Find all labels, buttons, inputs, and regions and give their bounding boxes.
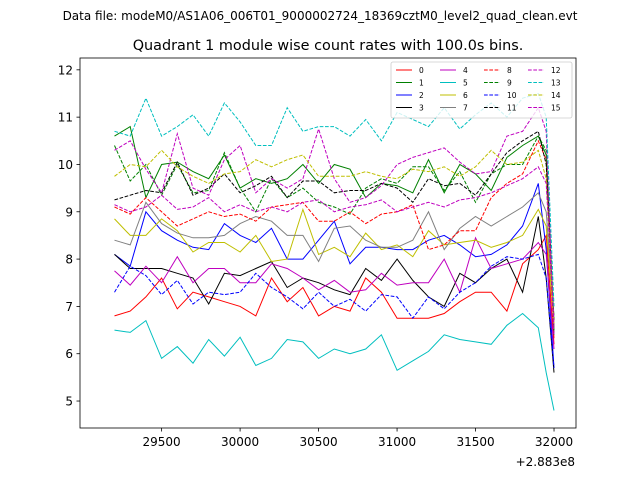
axes-frame	[79, 57, 577, 429]
y-tick-label: 9	[65, 205, 73, 219]
y-tick-label: 7	[65, 300, 73, 314]
series-line-6	[114, 207, 555, 326]
series-line-5	[114, 312, 555, 411]
series-line-0	[114, 233, 555, 345]
series-line-12	[114, 106, 555, 335]
legend-label-13: 13	[551, 79, 561, 88]
x-tick-label: 32000	[535, 435, 573, 449]
x-tick-label: 30000	[221, 435, 259, 449]
legend-box	[390, 61, 573, 119]
x-offset-label: +2.883e8	[516, 455, 575, 469]
y-tick-label: 8	[65, 253, 73, 267]
legend-label-6: 6	[463, 91, 468, 100]
series-line-1	[114, 125, 555, 331]
series-line-2	[114, 183, 555, 368]
legend-label-14: 14	[551, 91, 561, 100]
x-tick-label: 31500	[456, 435, 494, 449]
figure-suptitle: Data file: modeM0/AS1A06_006T01_90000027…	[63, 9, 578, 23]
y-axis: 5 6 7 8 9 10 11 12	[58, 63, 80, 409]
y-tick-label: 5	[65, 395, 73, 409]
legend-label-7: 7	[463, 104, 468, 113]
series-line-3	[114, 216, 555, 373]
series-line-14	[114, 149, 555, 326]
legend-label-4: 4	[463, 66, 468, 75]
series-line-9	[114, 135, 555, 335]
legend-label-5: 5	[463, 79, 468, 88]
legend-label-15: 15	[551, 104, 561, 113]
legend-label-8: 8	[507, 66, 512, 75]
chart-title: Quadrant 1 module wise count rates with …	[133, 38, 524, 54]
legend-label-3: 3	[419, 104, 424, 113]
x-tick-label: 30500	[299, 435, 337, 449]
series-line-15	[114, 166, 555, 326]
legend-label-0: 0	[419, 66, 424, 75]
x-tick-label: 31000	[378, 435, 416, 449]
series-line-11	[114, 130, 555, 321]
legend-label-9: 9	[507, 79, 512, 88]
series-line-4	[114, 236, 555, 350]
legend-label-1: 1	[419, 79, 424, 88]
y-tick-label: 11	[58, 111, 73, 125]
x-tick-label: 29500	[143, 435, 181, 449]
series-line-10	[114, 253, 555, 368]
x-axis: 29500 30000 30500 31000 31500 32000	[143, 428, 573, 449]
legend-label-11: 11	[507, 104, 517, 113]
legend-label-10: 10	[507, 91, 517, 100]
series-line-8	[114, 139, 555, 340]
y-tick-label: 10	[58, 158, 73, 172]
legend-label-2: 2	[419, 91, 424, 100]
y-tick-label: 6	[65, 347, 73, 361]
y-tick-label: 12	[58, 63, 73, 77]
legend-label-12: 12	[551, 66, 561, 75]
plot-area	[114, 92, 555, 411]
series-line-7	[114, 191, 555, 316]
